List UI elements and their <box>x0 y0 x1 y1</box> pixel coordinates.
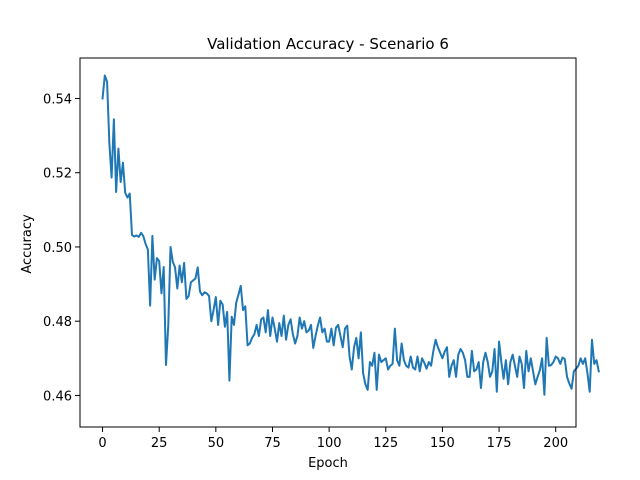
y-tick-label: 0.54 <box>43 92 72 107</box>
series-line-0 <box>101 74 600 396</box>
x-axis-label: Epoch <box>308 456 348 471</box>
chart-title: Validation Accuracy - Scenario 6 <box>207 35 449 53</box>
y-tick-label: 0.50 <box>43 241 72 256</box>
y-tick-label: 0.46 <box>43 389 72 404</box>
x-tick-label: 0 <box>98 436 106 451</box>
x-tick-label: 175 <box>487 436 512 451</box>
x-tick-label: 50 <box>208 436 225 451</box>
y-axis-label: Accuracy <box>20 214 35 274</box>
x-tick-label: 25 <box>151 436 168 451</box>
plot-area: 0 25 50 75 100 125 150 175 200 0.46 0.48 0.50 0.52 0.… <box>43 57 600 451</box>
y-tick-label: 0.48 <box>43 315 72 330</box>
axes-frame <box>79 57 577 428</box>
y-tick-label: 0.52 <box>43 167 72 182</box>
x-tick-label: 75 <box>264 436 281 451</box>
x-tick-label: 125 <box>373 436 398 451</box>
x-tick-label: 200 <box>543 436 568 451</box>
x-tick-label: 150 <box>430 436 455 451</box>
x-tick-label: 100 <box>317 436 342 451</box>
